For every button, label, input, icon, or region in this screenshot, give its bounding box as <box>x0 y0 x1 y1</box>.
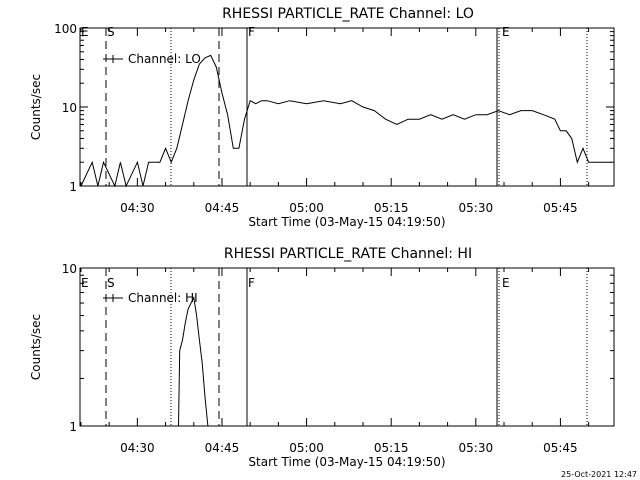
x-axis-label-hi: Start Time (03-May-15 04:19:50) <box>248 455 445 469</box>
chart-title-lo: RHESSI PARTICLE_RATE Channel: LO <box>222 6 474 22</box>
x-ticks-lo: 04:30 04:45 05:00 05:15 05:30 05:45 <box>80 28 590 215</box>
marker-label-s-lo: S <box>107 25 115 39</box>
marker-label-e1-lo: E <box>81 25 89 39</box>
x-axis-label-lo: Start Time (03-May-15 04:19:50) <box>248 215 445 229</box>
x-tick-label: 04:30 <box>120 441 155 455</box>
x-tick-label: 04:45 <box>205 201 240 215</box>
x-tick-label: 05:00 <box>289 201 324 215</box>
y-tick-label: 1 <box>69 180 77 194</box>
x-tick-label: 05:30 <box>459 201 494 215</box>
y-tick-label: 10 <box>62 101 77 115</box>
y-ticks-hi: 1 10 <box>62 262 614 434</box>
marker-label-e2-lo: E <box>502 25 510 39</box>
y-tick-label: 10 <box>62 262 77 276</box>
x-tick-label: 04:30 <box>120 201 155 215</box>
x-tick-label: 05:45 <box>543 441 578 455</box>
marker-label-e2-hi: E <box>502 276 510 290</box>
x-tick-label: 05:15 <box>374 441 409 455</box>
event-markers-hi: E S F E <box>81 268 588 426</box>
marker-label-e1-hi: E <box>81 276 89 290</box>
chart-title-hi: RHESSI PARTICLE_RATE Channel: HI <box>224 246 472 262</box>
legend-hi: Channel: HI <box>103 291 198 305</box>
panel-lo: RHESSI PARTICLE_RATE Channel: LO Counts/… <box>29 6 615 229</box>
x-tick-label: 05:15 <box>374 201 409 215</box>
marker-label-f-lo: F <box>248 25 255 39</box>
legend-lo: Channel: LO <box>103 52 201 66</box>
plot-frame-hi <box>79 267 615 427</box>
panel-hi: RHESSI PARTICLE_RATE Channel: HI Counts/… <box>29 246 615 469</box>
series-line-lo <box>80 54 612 188</box>
y-tick-label: 1 <box>69 420 77 434</box>
marker-label-s-hi: S <box>107 276 115 290</box>
marker-label-f-hi: F <box>248 276 255 290</box>
series-line-hi <box>178 295 209 427</box>
x-tick-label: 04:45 <box>205 441 240 455</box>
x-ticks-hi: 04:30 04:45 05:00 05:15 05:30 05:45 <box>80 268 590 455</box>
x-tick-label: 05:45 <box>543 201 578 215</box>
footer-timestamp: 25-Oct-2021 12:47 <box>561 470 637 479</box>
legend-label-hi: Channel: HI <box>128 291 198 305</box>
y-axis-label-lo: Counts/sec <box>29 74 43 140</box>
y-axis-label-hi: Counts/sec <box>29 314 43 380</box>
y-tick-label: 100 <box>54 22 77 36</box>
event-markers-lo: E S F E <box>81 25 588 186</box>
x-tick-label: 05:30 <box>459 441 494 455</box>
y-ticks-lo: 1 10 100 <box>54 22 614 194</box>
legend-label-lo: Channel: LO <box>128 52 201 66</box>
x-tick-label: 05:00 <box>289 441 324 455</box>
